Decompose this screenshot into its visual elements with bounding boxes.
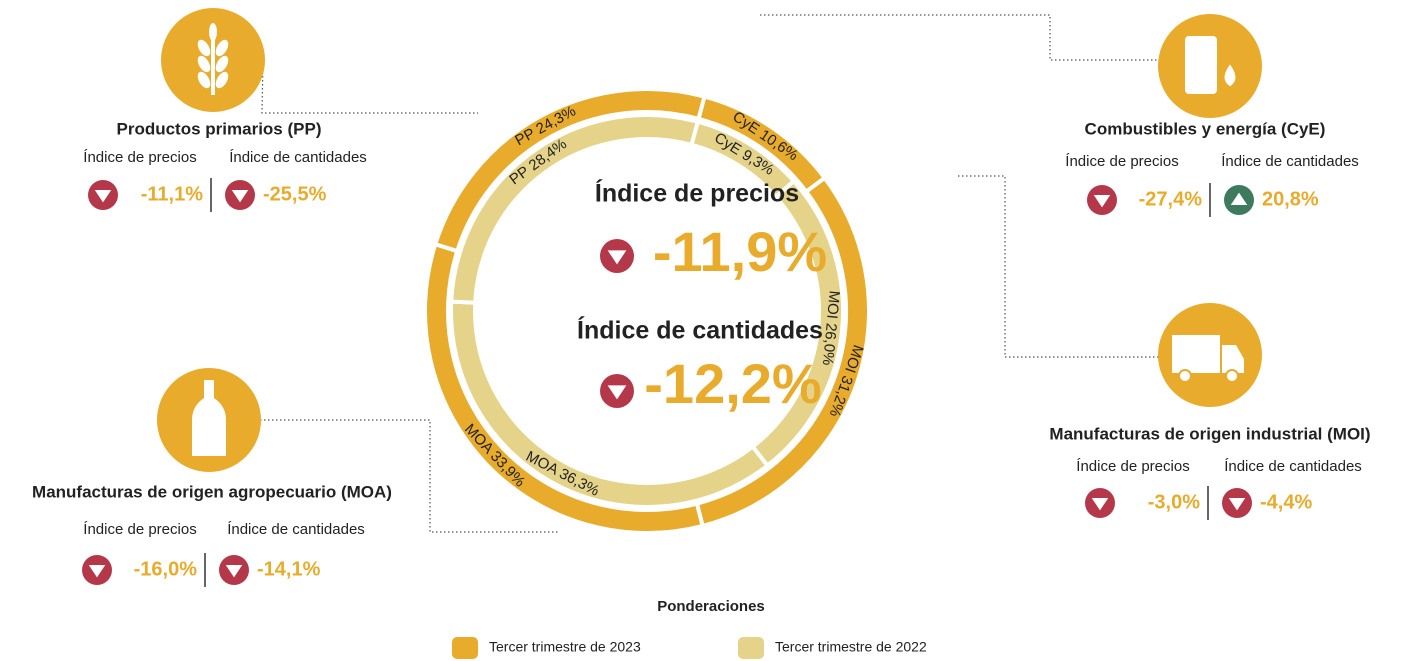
panel-title: Manufacturas de origen industrial (MOI): [1049, 424, 1370, 443]
panel-label: Índice de precios: [83, 149, 196, 166]
connector: [261, 59, 478, 114]
panel-value: -25,5%: [263, 183, 327, 205]
panel-label: Índice de cantidades: [1224, 458, 1362, 475]
panel-label: Índice de precios: [1065, 153, 1178, 170]
panel-value: -11,1%: [141, 183, 203, 205]
legend-label: Tercer trimestre de 2022: [775, 639, 927, 655]
connector: [958, 175, 1160, 358]
wheat-icon: [161, 8, 265, 112]
legend-swatch: [738, 637, 764, 659]
trend-icon-arrow: [1091, 498, 1109, 511]
panel-value: -4,4%: [1260, 491, 1312, 513]
truck-icon: [1158, 303, 1262, 407]
panel-title: Productos primarios (PP): [117, 119, 322, 138]
panel-value: 20,8%: [1262, 188, 1319, 210]
trend-icon-arrow: [1228, 498, 1246, 511]
legend-swatch: [452, 637, 478, 659]
trend-icon-arrow: [88, 565, 106, 578]
trend-icon-arrow: [1230, 192, 1248, 205]
bottle-icon: [157, 368, 261, 472]
panel-title: Combustibles y energía (CyE): [1085, 119, 1326, 138]
donut-segment: [449, 113, 701, 305]
trend-icon-arrow: [607, 385, 627, 400]
connector: [760, 14, 1160, 61]
panel-label: Índice de precios: [83, 521, 196, 538]
connector: [260, 419, 560, 533]
panel-label: Índice de cantidades: [1221, 153, 1359, 170]
donut: CyE 10,6%MOI 31,2%MOA 33,9%PP 24,3%CyE 9…: [423, 87, 871, 535]
legend-title: Ponderaciones: [657, 598, 765, 615]
donut-segment: [432, 87, 707, 254]
trend-icon-arrow: [1093, 195, 1111, 208]
trend-icon-arrow: [225, 565, 243, 578]
trend-icon-arrow: [607, 250, 627, 265]
trend-icon-arrow: [231, 190, 249, 203]
panel-label: Índice de precios: [1076, 458, 1189, 475]
trend-icon-arrow: [94, 190, 112, 203]
center-value: -11,9%: [653, 220, 827, 283]
fuel-icon: [1158, 14, 1262, 118]
panel-value: -27,4%: [1139, 188, 1203, 210]
center-label: Índice de cantidades: [577, 316, 823, 345]
panel-label: Índice de cantidades: [229, 149, 367, 166]
panel-value: -14,1%: [257, 558, 321, 580]
panel-value: -16,0%: [134, 558, 198, 580]
center-value: -12,2%: [644, 352, 821, 415]
panel-label: Índice de cantidades: [227, 521, 365, 538]
center-label: Índice de precios: [595, 179, 799, 208]
panel-title: Manufacturas de origen agropecuario (MOA…: [32, 482, 392, 501]
legend-label: Tercer trimestre de 2023: [489, 639, 641, 655]
segment-label: MOI 26,0%: [819, 290, 843, 366]
panel-value: -3,0%: [1148, 491, 1200, 513]
